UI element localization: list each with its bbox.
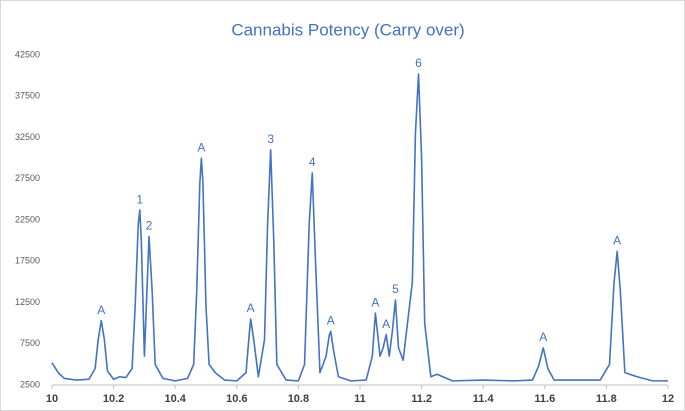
peak-label: 2 <box>146 219 153 233</box>
y-tick-label: 37500 <box>15 91 40 101</box>
x-tick-label: 11.6 <box>534 393 555 405</box>
x-tick-label: 11 <box>354 393 366 405</box>
x-tick-label: 12 <box>662 393 674 405</box>
chart-title: Cannabis Potency (Carry over) <box>231 20 464 39</box>
peak-label: A <box>97 303 105 317</box>
x-tick-label: 10.4 <box>164 393 186 405</box>
peak-label: 6 <box>415 56 422 70</box>
y-tick-label: 7500 <box>20 338 40 348</box>
peak-label: 1 <box>136 192 143 206</box>
peak-label: A <box>539 330 547 344</box>
y-tick-label: 27500 <box>15 173 40 183</box>
peak-label: 3 <box>267 132 274 146</box>
y-tick-label: 2500 <box>20 379 40 389</box>
x-tick-label: 10 <box>46 393 58 405</box>
y-tick-label: 32500 <box>15 132 40 142</box>
x-tick-label: 10.6 <box>226 393 247 405</box>
y-tick-label: 42500 <box>15 49 40 59</box>
peak-label: A <box>197 140 205 154</box>
x-tick-label: 10.8 <box>288 393 309 405</box>
x-tick-label: 11.2 <box>411 393 432 405</box>
peak-label: A <box>382 317 390 331</box>
peak-label: 4 <box>309 155 316 169</box>
peak-label: A <box>613 234 621 248</box>
y-tick-label: 17500 <box>15 256 40 266</box>
y-tick-label: 12500 <box>15 297 40 307</box>
x-tick-label: 10.2 <box>103 393 124 405</box>
x-tick-label: 11.8 <box>596 393 617 405</box>
trace-line <box>51 73 668 382</box>
y-tick-label: 22500 <box>15 214 40 224</box>
peak-label: 5 <box>392 282 399 296</box>
peak-label: A <box>371 295 379 309</box>
peak-label: A <box>327 314 335 328</box>
x-tick-label: 11.4 <box>473 393 495 405</box>
peak-label: A <box>247 301 255 315</box>
